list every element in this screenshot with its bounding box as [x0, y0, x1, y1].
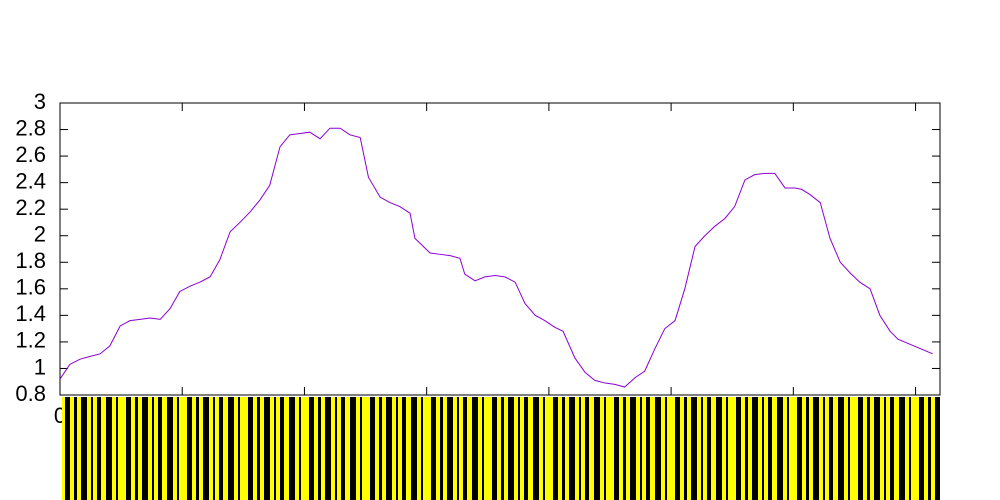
- image-strip: [62, 397, 940, 500]
- y-tick-label: 1.8: [15, 248, 46, 273]
- plot-area: 0.811.21.41.61.822.22.42.62.830255075100…: [15, 89, 941, 428]
- plot-frame: [59, 102, 941, 396]
- data-line: [59, 127, 933, 388]
- y-tick-label: 2.8: [15, 115, 46, 140]
- y-tick-label: 2.2: [15, 195, 46, 220]
- y-tick-label: 1: [34, 354, 46, 379]
- y-tick-label: 1.4: [15, 301, 46, 326]
- y-tick-label: 2.6: [15, 142, 46, 167]
- y-tick-label: 1.6: [15, 275, 46, 300]
- y-tick-label: 2: [34, 222, 46, 247]
- y-tick-label: 2.4: [15, 168, 46, 193]
- y-tick-label: 3: [34, 89, 46, 114]
- y-tick-label: 1.2: [15, 328, 46, 353]
- y-tick-label: 0.8: [15, 381, 46, 406]
